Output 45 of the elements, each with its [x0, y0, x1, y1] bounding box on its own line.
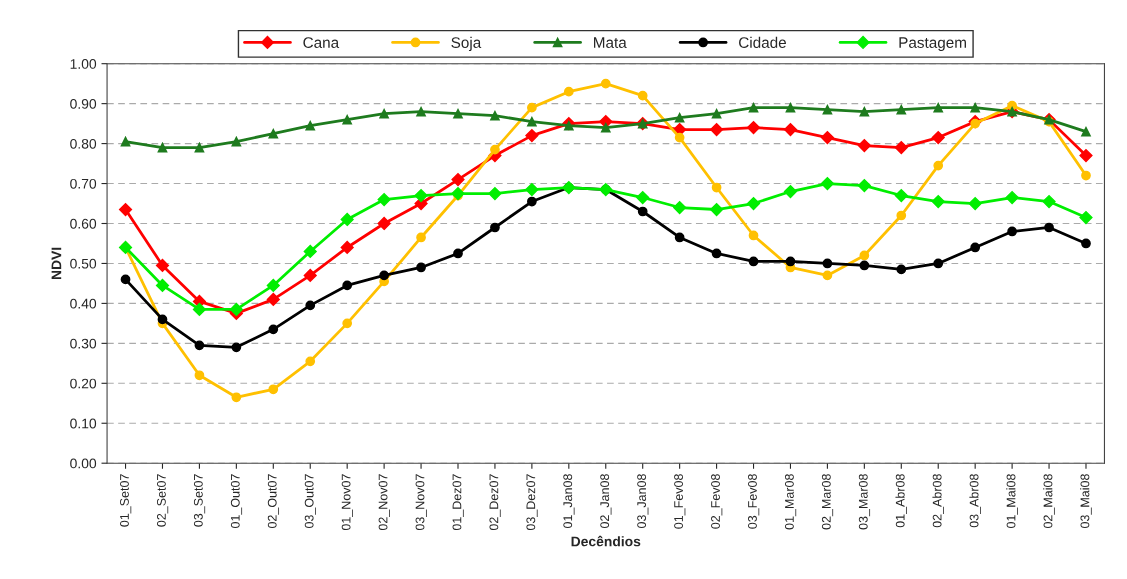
x-tick-label: 02_Set07 [156, 474, 169, 527]
x-tick-label: 02_Fev08 [711, 474, 723, 529]
legend-label: Soja [451, 36, 482, 51]
x-tick-label: 02_Jan08 [600, 474, 612, 529]
legend-label: Pastagem [899, 37, 966, 51]
x-axis-title: Decêndios [571, 535, 641, 547]
y-tick-label: 0.10 [70, 418, 97, 429]
y-tick-label: 0.70 [70, 178, 97, 189]
x-tick-label: 01_Dez07 [452, 474, 464, 531]
y-tick-label: 0.00 [70, 458, 97, 469]
x-tick-label: 02_Nov07 [378, 474, 390, 531]
legend-label: Cidade [739, 36, 786, 48]
x-tick-label: 02_Out07 [267, 474, 280, 529]
y-tick-label: 0.20 [70, 378, 97, 389]
y-tick-label: 0.50 [70, 258, 97, 269]
x-tick-label: 03_Set07 [193, 474, 206, 527]
x-tick-label: 01_Out07 [230, 474, 243, 529]
y-tick-label: 0.40 [70, 298, 97, 309]
x-tick-label: 03_Jan08 [637, 474, 649, 529]
x-tick-label: 01_Nov07 [341, 474, 353, 531]
x-tick-label: 01_Abr08 [895, 474, 907, 528]
x-tick-label: 03_Mar08 [858, 474, 871, 530]
x-tick-label: 02_Abr08 [932, 474, 944, 528]
x-tick-label: 03_Dez07 [526, 474, 538, 531]
y-tick-label: 1.00 [70, 59, 97, 69]
legend-label: Cana [303, 37, 340, 48]
x-tick-label: 03_Nov07 [415, 474, 427, 531]
x-tick-label: 02_Mar08 [821, 474, 834, 530]
x-tick-label: 03_Fev08 [748, 474, 760, 529]
x-tick-label: 01_Mar08 [784, 474, 797, 530]
x-tick-label: 03_Out07 [304, 474, 316, 529]
x-tick-label: 01_Set07 [120, 474, 132, 527]
x-tick-label: 03_Mai08 [1080, 474, 1092, 529]
x-tick-label: 01_Mai08 [1006, 474, 1018, 529]
x-tick-label: 01_Fev08 [674, 474, 686, 529]
x-tick-label: 01_Jan08 [563, 474, 575, 529]
x-tick-label: 02_Dez07 [489, 474, 501, 531]
y-tick-label: 0.80 [70, 138, 97, 149]
legend-label: Mata [594, 37, 627, 48]
y-tick-label: 0.60 [70, 218, 97, 229]
y-axis-title: NDVI [51, 247, 62, 280]
y-tick-label: 0.30 [70, 338, 97, 349]
x-tick-label: 02_Mai08 [1043, 474, 1055, 529]
x-tick-label: 03_Abr08 [969, 474, 981, 528]
y-tick-label: 0.90 [70, 98, 97, 109]
